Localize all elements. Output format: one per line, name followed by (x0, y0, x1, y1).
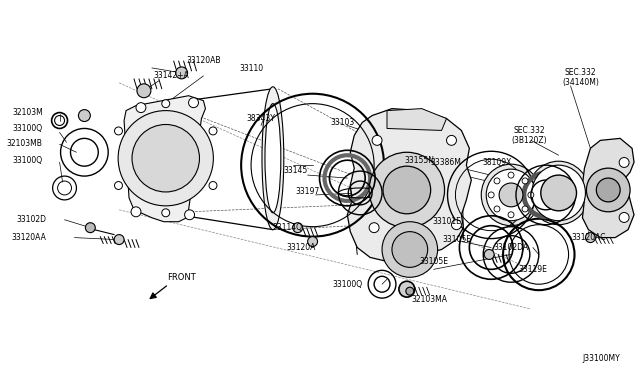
Circle shape (383, 166, 431, 214)
Ellipse shape (528, 161, 589, 225)
Circle shape (522, 206, 528, 212)
Circle shape (399, 281, 415, 297)
Text: 33100Q: 33100Q (332, 280, 362, 289)
Circle shape (132, 125, 200, 192)
Text: J33100MY: J33100MY (582, 354, 620, 363)
Circle shape (137, 84, 151, 98)
Text: FRONT: FRONT (167, 273, 196, 282)
Circle shape (541, 175, 577, 211)
Circle shape (508, 172, 514, 178)
Text: 32103MA: 32103MA (412, 295, 447, 304)
Circle shape (392, 232, 428, 267)
Circle shape (619, 212, 629, 222)
Text: SEC.332: SEC.332 (564, 68, 596, 77)
Circle shape (451, 220, 461, 230)
Ellipse shape (532, 165, 586, 221)
Circle shape (586, 168, 630, 212)
Text: 32103M: 32103M (12, 108, 43, 117)
Circle shape (85, 223, 95, 232)
Text: 33119E: 33119E (518, 265, 547, 274)
Text: 33110: 33110 (239, 64, 263, 73)
Text: 32103MB: 32103MB (7, 139, 43, 148)
Text: SEC.332: SEC.332 (513, 126, 545, 135)
Polygon shape (124, 96, 205, 222)
Text: 33142+A: 33142+A (154, 71, 189, 80)
Ellipse shape (486, 169, 536, 221)
Text: 33100Q: 33100Q (13, 124, 43, 133)
Circle shape (162, 100, 170, 108)
Text: 33105E: 33105E (419, 257, 448, 266)
Ellipse shape (262, 87, 284, 230)
Circle shape (406, 287, 414, 295)
Polygon shape (582, 138, 634, 238)
Circle shape (494, 206, 500, 212)
Text: 33120AA: 33120AA (12, 233, 47, 242)
Text: 33102DA: 33102DA (493, 243, 528, 252)
Circle shape (114, 235, 124, 244)
Text: 33120AC: 33120AC (571, 233, 605, 242)
Text: 33101E: 33101E (432, 217, 461, 226)
Text: 33386M: 33386M (430, 158, 461, 167)
Circle shape (136, 103, 146, 113)
Text: 38109X: 38109X (483, 158, 512, 167)
Circle shape (619, 157, 629, 167)
Polygon shape (387, 109, 447, 131)
Text: (3B120Z): (3B120Z) (511, 136, 547, 145)
Circle shape (369, 152, 445, 228)
Text: 33145: 33145 (284, 166, 308, 174)
Text: 33120AB: 33120AB (186, 57, 221, 65)
Text: 33105E: 33105E (442, 235, 471, 244)
Ellipse shape (481, 164, 541, 226)
Circle shape (494, 178, 500, 184)
Circle shape (447, 135, 456, 145)
Circle shape (499, 183, 523, 207)
Text: 33155N: 33155N (404, 156, 435, 165)
Text: (34140M): (34140M) (562, 78, 599, 87)
Circle shape (209, 182, 217, 189)
Circle shape (308, 237, 317, 247)
Circle shape (209, 127, 217, 135)
Circle shape (484, 250, 494, 259)
Circle shape (528, 192, 534, 198)
Circle shape (189, 98, 198, 108)
Circle shape (79, 110, 90, 122)
Polygon shape (348, 109, 471, 262)
Circle shape (586, 232, 595, 243)
Circle shape (162, 209, 170, 217)
Circle shape (131, 207, 141, 217)
Circle shape (488, 192, 494, 198)
Circle shape (372, 135, 382, 145)
Circle shape (115, 127, 122, 135)
Circle shape (596, 178, 620, 202)
Circle shape (175, 67, 188, 79)
Text: 33103: 33103 (330, 118, 355, 127)
Circle shape (369, 223, 379, 232)
Text: 38343Y: 38343Y (246, 114, 275, 123)
Circle shape (522, 178, 528, 184)
Text: 33120A: 33120A (286, 243, 316, 252)
Text: 33102D: 33102D (17, 215, 47, 224)
Circle shape (118, 110, 213, 206)
Text: 33114Q: 33114Q (273, 223, 303, 232)
Circle shape (115, 182, 122, 189)
Circle shape (382, 222, 438, 277)
Ellipse shape (265, 104, 281, 213)
Circle shape (184, 210, 195, 220)
Circle shape (508, 212, 514, 218)
Circle shape (292, 223, 303, 232)
Text: 33197: 33197 (296, 187, 320, 196)
Text: 33100Q: 33100Q (13, 156, 43, 165)
